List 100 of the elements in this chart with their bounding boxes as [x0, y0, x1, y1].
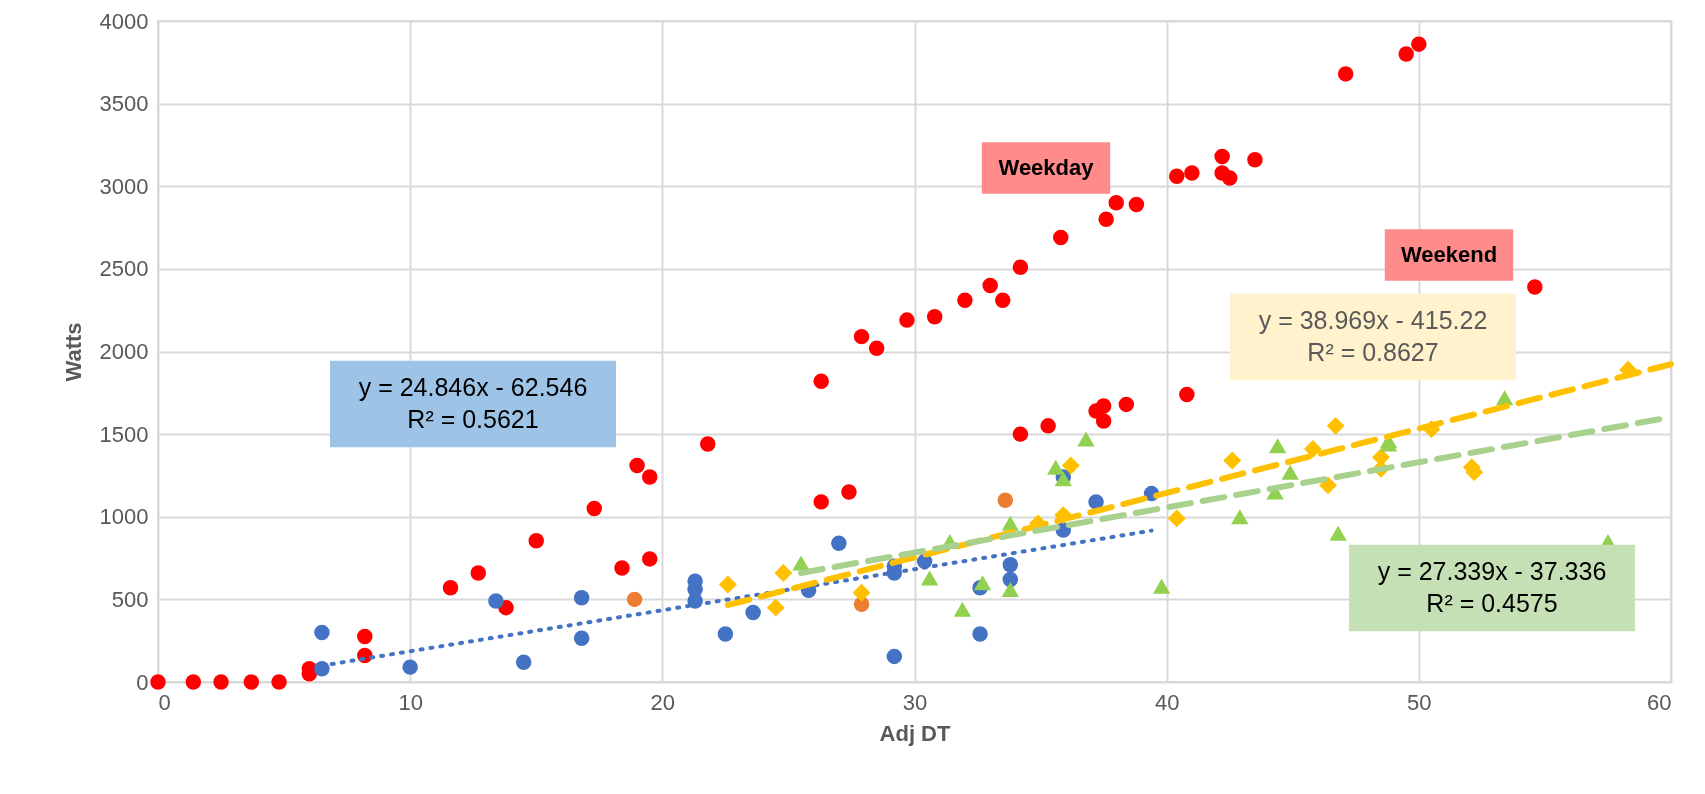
y-tick-label: 500 [111, 586, 149, 612]
annotation: y = 24.846x - 62.546 R² = 0.5621 [358, 373, 588, 433]
point [641, 551, 658, 567]
point [1337, 66, 1354, 82]
x-tick-label: 10 [398, 689, 423, 715]
point [1095, 413, 1112, 429]
y-tick-label: 0 [136, 669, 149, 695]
point [1281, 464, 1299, 480]
point [973, 575, 992, 591]
point [745, 604, 761, 621]
point [488, 593, 504, 609]
point [841, 484, 857, 500]
point [1001, 515, 1019, 531]
point [357, 628, 373, 645]
point [868, 340, 885, 356]
point [1108, 195, 1124, 211]
point [1221, 170, 1238, 186]
point [573, 630, 590, 646]
y-axis-title: Watts [60, 322, 86, 382]
point [953, 601, 972, 617]
y-tick-label: 1500 [99, 421, 149, 447]
point [718, 575, 737, 594]
point [1002, 556, 1019, 573]
point [1088, 494, 1104, 510]
point [1047, 459, 1065, 475]
point [442, 580, 459, 596]
point [1040, 418, 1056, 434]
point [774, 563, 793, 582]
point [528, 532, 544, 549]
point [1303, 440, 1322, 458]
point [813, 494, 829, 510]
point [1077, 431, 1095, 447]
y-tick-label: 2000 [99, 339, 149, 364]
annotation: Weekend [1400, 242, 1498, 267]
point [1098, 211, 1114, 228]
point [899, 312, 915, 328]
point [995, 292, 1011, 308]
point [1247, 152, 1263, 168]
point [1223, 451, 1242, 470]
x-tick-label: 50 [1407, 689, 1432, 715]
point [853, 328, 870, 345]
point [920, 570, 939, 586]
point [185, 674, 202, 690]
x-tick-label: 60 [1647, 689, 1672, 715]
point [1411, 36, 1427, 52]
annotation: y = 27.339x - 37.336 R² = 0.4575 [1377, 557, 1607, 617]
point [957, 292, 973, 308]
point [699, 436, 716, 452]
point [629, 457, 645, 474]
y-tick-label: 4000 [99, 8, 149, 34]
point [1231, 509, 1249, 525]
x-tick-label: 40 [1154, 689, 1180, 715]
point [972, 626, 988, 642]
point [1398, 46, 1414, 62]
annotation: y = 38.969x - 415.22 R² = 0.8627 [1258, 306, 1488, 366]
point [1169, 168, 1185, 185]
point [515, 654, 532, 670]
point [1179, 386, 1195, 403]
point [271, 674, 287, 690]
point [314, 624, 330, 641]
point [641, 469, 658, 485]
point [813, 373, 829, 389]
point [1128, 196, 1145, 213]
y-tick-label: 1000 [99, 504, 149, 530]
point [1329, 525, 1347, 541]
annotation: Weekday [998, 155, 1095, 180]
x-tick-label: 30 [902, 689, 928, 715]
point [1095, 398, 1112, 414]
x-tick-label: 20 [650, 689, 676, 715]
point [573, 589, 590, 606]
point [831, 535, 847, 551]
x-axis-title: Adj DT [879, 720, 951, 746]
point [982, 277, 998, 294]
point [1167, 509, 1186, 528]
point [1053, 229, 1069, 246]
point [1061, 456, 1080, 475]
point [717, 626, 734, 642]
point [1268, 438, 1287, 454]
point [1214, 148, 1230, 165]
point [852, 583, 871, 602]
point [886, 648, 903, 665]
point [926, 309, 943, 325]
y-tick-label: 3500 [99, 91, 149, 117]
point [1184, 165, 1200, 181]
point [402, 659, 418, 675]
point [1152, 578, 1171, 594]
point [150, 674, 166, 690]
point [586, 500, 602, 517]
point [1326, 416, 1345, 435]
point [626, 591, 643, 608]
point [997, 492, 1014, 508]
point [766, 598, 785, 617]
point [1012, 426, 1029, 442]
point [1012, 259, 1029, 275]
y-tick-label: 3000 [99, 173, 149, 199]
point [614, 560, 630, 576]
point [470, 565, 486, 581]
x-tick-label: 0 [158, 689, 171, 715]
point [1118, 396, 1135, 413]
point [243, 674, 260, 690]
